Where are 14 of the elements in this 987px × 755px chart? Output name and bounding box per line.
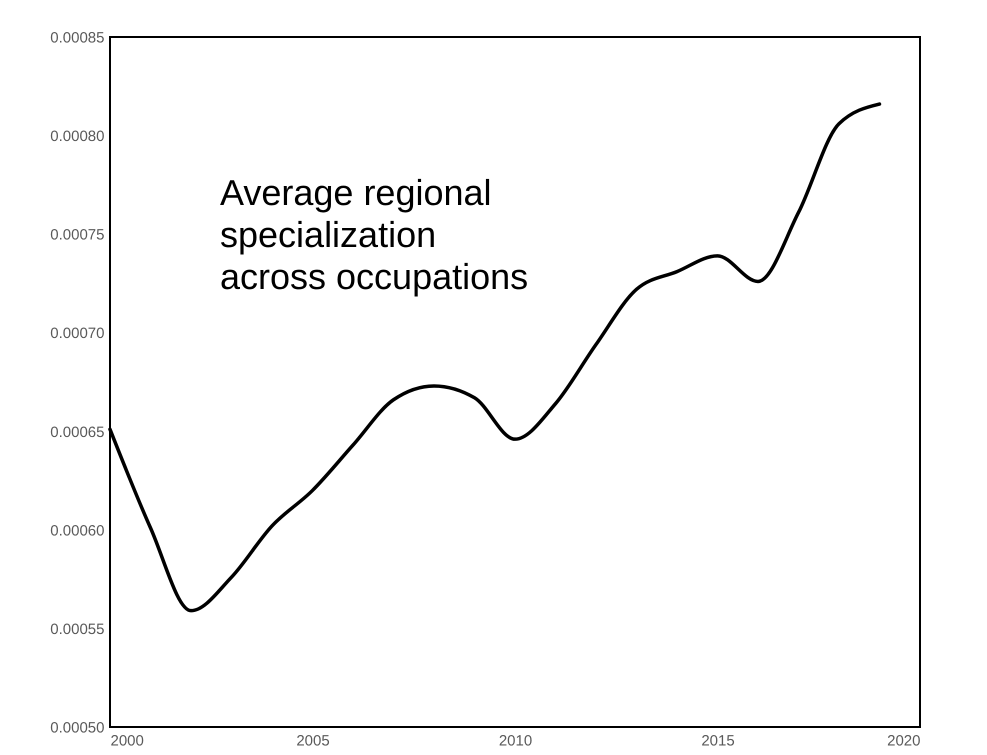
y-tick-label: 0.00075 (50, 226, 104, 244)
y-tick-label: 0.00050 (50, 720, 104, 736)
y-tick-label: 0.00085 (50, 30, 104, 46)
x-tick-label: 2000 (110, 732, 144, 750)
x-tick-label: 2010 (498, 732, 532, 750)
y-tick-label: 0.00060 (50, 522, 104, 540)
x-tick-label: 2015 (701, 732, 735, 750)
y-tick-label: 0.00065 (50, 424, 104, 441)
annotation: Average regional specialization across occupations (220, 172, 528, 297)
x-tick-label: 2020 (887, 732, 920, 750)
y-tick-label: 0.00055 (50, 620, 104, 638)
x-tick-label: 2005 (296, 732, 330, 750)
y-tick-label: 0.00070 (50, 325, 104, 342)
y-tick-label: 0.00080 (50, 128, 104, 146)
